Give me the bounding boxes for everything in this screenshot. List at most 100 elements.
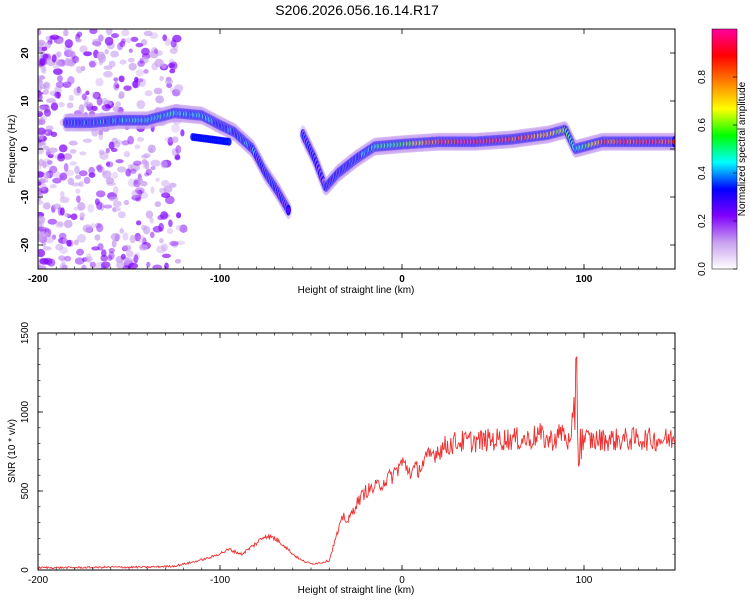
spectrogram-y-axis-label: Frequency (Hz) (7, 115, 18, 184)
spectrogram-noise-cell (44, 231, 50, 238)
spectrogram-noise-cell (51, 54, 57, 63)
spectrogram-noise-cell (175, 144, 182, 154)
spectrogram-noise-cell (38, 78, 44, 87)
colorbar-label: Normalized spectral amplitude (737, 81, 748, 216)
spectrogram-noise-cell (46, 160, 53, 165)
spectrogram-noise-cell (113, 141, 121, 148)
spectrogram-noise-cell (67, 177, 75, 186)
spectrogram-noise-cell (123, 85, 132, 91)
spectrogram-noise-cell (169, 47, 178, 55)
spectrogram-noise-cell (45, 125, 54, 131)
spectrogram-noise-cell (63, 153, 73, 160)
spectrogram-noise-cell (155, 177, 160, 182)
spectrogram-y-tick-label: -20 (20, 237, 31, 252)
spectrogram-noise-cell (88, 59, 98, 68)
spectrogram-noise-cell (59, 263, 68, 269)
spectrogram-noise-cell (108, 196, 119, 202)
spectrogram-noise-cell (73, 87, 82, 96)
spectrogram-noise-cell (135, 42, 144, 48)
spectrogram-noise-cell (168, 219, 173, 228)
spectrogram-noise-cell (111, 33, 119, 39)
spectrogram-noise-cell (180, 129, 185, 137)
snr-x-tick-label: 100 (576, 575, 593, 586)
spectrogram-noise-cell (77, 234, 87, 243)
spectrogram-noise-cell (175, 225, 183, 231)
spectrogram-noise-cell (96, 223, 104, 233)
spectrogram-noise-cell (39, 75, 46, 80)
spectrogram-y-tick-label: 20 (20, 47, 31, 59)
spectrogram-noise-cell (62, 81, 72, 88)
spectrogram-noise-cell (108, 141, 115, 150)
spectrogram-noise-cell (155, 95, 164, 104)
spectrogram-noise-cell (38, 127, 47, 135)
spectrogram-noise-cell (147, 144, 156, 154)
spectrogram-noise-cell (156, 50, 163, 56)
spectrogram-noise-cell (84, 101, 94, 107)
spectrogram-noise-cell (39, 258, 49, 265)
spectrogram-noise-cell (134, 144, 141, 149)
spectrogram-noise-cell (67, 76, 75, 85)
spectrogram-noise-cell (125, 37, 132, 44)
spectrogram-noise-cell (143, 30, 153, 37)
spectrogram-noise-cell (42, 158, 52, 168)
spectrogram-noise-cell (38, 228, 45, 234)
spectrogram-noise-cell (160, 159, 168, 169)
spectrogram-noise-cell (149, 32, 159, 40)
spectrogram-y-tick-label: 10 (20, 95, 31, 107)
spectrogram-noise-cell (151, 46, 158, 54)
snr-x-tick-label: -100 (210, 575, 230, 586)
spectrogram-noise-cell (98, 54, 107, 63)
spectrogram-noise-cell (39, 116, 48, 121)
spectrogram-noise-cell (134, 76, 139, 83)
spectrogram-noise-cell (79, 212, 85, 219)
spectrogram-noise-cell (145, 168, 153, 176)
spectrogram-noise-cell (70, 213, 78, 221)
spectrogram-noise-cell (100, 261, 111, 269)
spectrogram-noise-cell (179, 224, 188, 233)
spectrogram-noise-cell (127, 178, 137, 188)
spectrogram-noise-cell (150, 159, 161, 167)
spectrogram-noise-cell (108, 60, 116, 68)
spectrogram-noise-cell (63, 219, 73, 229)
spectrogram-noise-cell (54, 91, 61, 99)
spectrogram-noise-cell (64, 169, 75, 176)
spectrogram-y-tick-label: 0 (20, 146, 31, 152)
spectrogram-noise-cell (119, 40, 126, 48)
spectrogram-noise-cell (82, 138, 93, 143)
spectrogram-noise-cell (111, 239, 117, 248)
spectrogram-x-tick-label: -100 (210, 274, 230, 285)
spectrogram-noise-cell (88, 172, 96, 178)
spectrogram-noise-cell (66, 239, 72, 247)
spectrogram-noise-cell (136, 136, 145, 142)
spectrogram-noise-cell (42, 89, 49, 95)
spectrogram-noise-cell (129, 234, 136, 244)
spectrogram-noise-cell (79, 151, 87, 156)
spectrogram-noise-cell (112, 207, 117, 213)
colorbar-tick-label: 0.0 (697, 262, 708, 276)
spectrogram-noise-cell (121, 29, 130, 37)
spectrogram-noise-cell (49, 184, 57, 189)
spectrogram-noise-cell (53, 203, 62, 210)
spectrogram-noise-cell (128, 48, 133, 53)
spectrogram-noise-cell (135, 78, 144, 83)
spectrogram-noise-cell (63, 162, 69, 172)
spectrogram-noise-cell (138, 78, 146, 87)
spectrogram-noise-cell (67, 58, 76, 67)
spectrogram-noise-cell (59, 207, 65, 216)
spectrogram-noise-cell (154, 201, 162, 208)
spectrogram-noise-cell (115, 101, 121, 108)
spectrogram-noise-cell (83, 256, 93, 262)
spectrogram-noise-cell (68, 94, 74, 102)
spectrogram-noise-cell (141, 159, 148, 165)
spectrogram-cells (38, 29, 675, 269)
spectrogram-noise-cell (149, 217, 154, 224)
spectrogram-noise-cell (78, 170, 88, 177)
spectrogram-noise-cell (100, 254, 108, 262)
spectrogram-ridge-cell (672, 138, 675, 145)
spectrogram-noise-cell (174, 258, 182, 264)
spectrogram-noise-cell (121, 140, 130, 146)
spectrogram-noise-cell (38, 226, 47, 232)
spectrogram-noise-cell (113, 81, 120, 91)
spectrogram-noise-cell (71, 182, 81, 187)
